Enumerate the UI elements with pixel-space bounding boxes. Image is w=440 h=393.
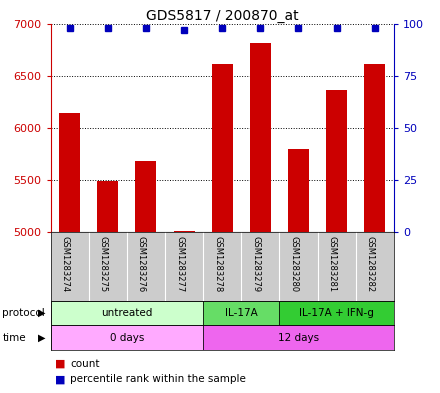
Text: GSM1283279: GSM1283279 (251, 236, 260, 292)
Text: GSM1283281: GSM1283281 (328, 236, 337, 292)
Text: GSM1283276: GSM1283276 (137, 236, 146, 292)
Bar (288, 149, 309, 232)
Bar (203, 301, 279, 325)
Bar (136, 161, 157, 232)
Text: count: count (70, 358, 100, 369)
Bar (279, 301, 394, 325)
Text: GSM1283277: GSM1283277 (175, 236, 184, 292)
Text: percentile rank within the sample: percentile rank within the sample (70, 374, 246, 384)
Title: GDS5817 / 200870_at: GDS5817 / 200870_at (146, 9, 298, 22)
Text: ▶: ▶ (38, 332, 46, 343)
Bar (364, 64, 385, 232)
Text: GSM1283274: GSM1283274 (61, 236, 70, 292)
Bar (59, 113, 80, 232)
Text: untreated: untreated (101, 308, 153, 318)
Text: IL-17A + IFN-g: IL-17A + IFN-g (299, 308, 374, 318)
Text: ▶: ▶ (38, 308, 46, 318)
Text: time: time (2, 332, 26, 343)
Text: GSM1283275: GSM1283275 (99, 236, 108, 292)
Text: GSM1283282: GSM1283282 (366, 236, 375, 292)
Text: GSM1283280: GSM1283280 (290, 236, 298, 292)
Text: ■: ■ (55, 358, 66, 369)
Bar (174, 231, 194, 232)
Text: protocol: protocol (2, 308, 45, 318)
Bar (97, 181, 118, 232)
Bar (212, 64, 233, 232)
Text: 12 days: 12 days (278, 332, 319, 343)
Text: ■: ■ (55, 374, 66, 384)
Bar (326, 90, 347, 232)
Text: IL-17A: IL-17A (225, 308, 258, 318)
Text: GSM1283278: GSM1283278 (213, 236, 222, 292)
Bar (51, 301, 203, 325)
Bar (51, 325, 203, 350)
Bar (203, 325, 394, 350)
Bar (250, 43, 271, 232)
Text: 0 days: 0 days (110, 332, 144, 343)
